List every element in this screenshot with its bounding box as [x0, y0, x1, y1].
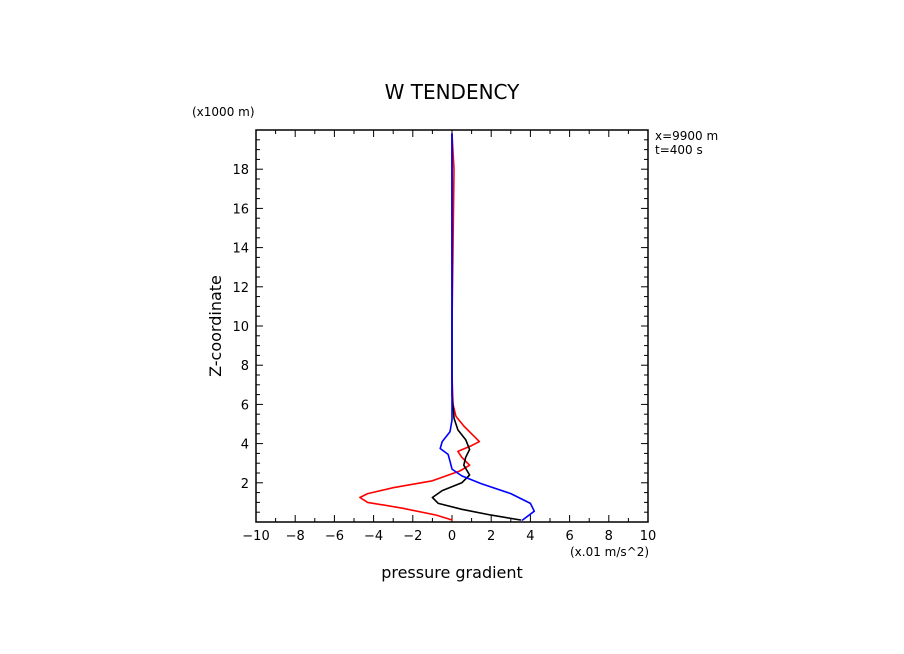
x-tick-label: −8 — [286, 529, 305, 544]
y-tick-label: 6 — [241, 398, 249, 413]
y-tick-label: 16 — [232, 202, 249, 217]
x-unit-label: (x.01 m/s^2) — [570, 545, 649, 559]
x-tick-label: −10 — [242, 529, 269, 544]
x-tick-label: −2 — [403, 529, 422, 544]
x-tick-label: 4 — [526, 529, 534, 544]
x-tick-label: 8 — [605, 529, 613, 544]
y-tick-label: 8 — [241, 359, 249, 374]
y-tick-label: 12 — [232, 281, 249, 296]
chart-title: W TENDENCY — [385, 80, 521, 104]
annotation-position: x=9900 m — [655, 129, 718, 143]
y-axis-label: Z-coordinate — [206, 275, 225, 377]
axis-ticks: −10 −8 −6 −4 −2 0 2 4 6 8 10 2 4 6 8 10 12 14 16 18 — [232, 130, 656, 544]
y-tick-label: 10 — [232, 320, 249, 335]
x-tick-label: 0 — [448, 529, 456, 544]
x-axis-label: pressure gradient — [381, 563, 523, 582]
y-tick-label: 2 — [241, 477, 249, 492]
y-tick-label: 18 — [232, 163, 249, 178]
series-line-2 — [431, 133, 522, 521]
series-line-1 — [359, 133, 481, 521]
series-line-3 — [439, 133, 536, 521]
annotation-time: t=400 s — [655, 143, 703, 157]
series-lines — [359, 133, 536, 521]
x-tick-label: 2 — [487, 529, 495, 544]
y-unit-label: (x1000 m) — [192, 105, 255, 119]
x-tick-label: 6 — [565, 529, 573, 544]
y-tick-label: 4 — [241, 438, 249, 453]
x-tick-label: 10 — [640, 529, 657, 544]
y-tick-label: 14 — [232, 242, 249, 257]
x-tick-label: −6 — [325, 529, 344, 544]
x-tick-label: −4 — [364, 529, 383, 544]
